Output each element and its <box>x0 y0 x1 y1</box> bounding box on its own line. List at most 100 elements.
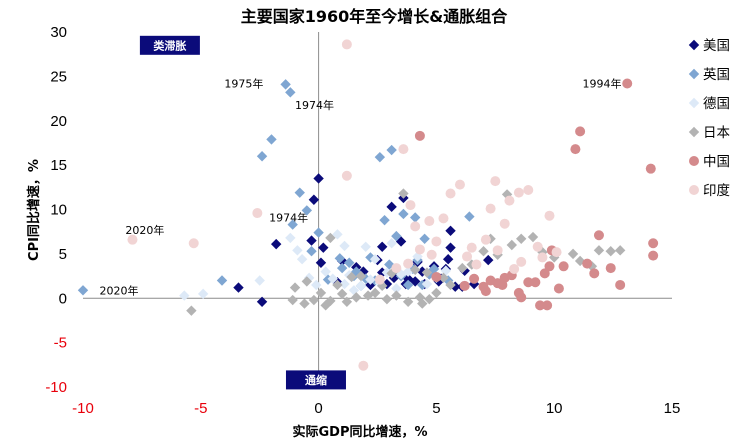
data-point <box>301 276 313 287</box>
data-point <box>306 235 317 246</box>
data-point <box>535 300 546 311</box>
x-axis-title: 实际GDP同比增速，% <box>292 424 427 440</box>
data-point <box>313 173 324 184</box>
data-point <box>332 229 343 240</box>
y-tick-label: 20 <box>50 113 67 130</box>
data-point <box>431 271 442 282</box>
data-point <box>570 144 581 155</box>
data-point <box>645 163 656 174</box>
data-point <box>266 134 277 145</box>
data-point <box>414 244 425 255</box>
data-point <box>252 208 263 219</box>
annotation-label: 2020年 <box>99 283 138 297</box>
data-point <box>431 236 442 247</box>
data-point <box>454 179 465 190</box>
annotation-label: 1974年 <box>269 210 308 224</box>
data-point <box>285 87 296 98</box>
legend-marker <box>689 185 699 195</box>
data-point <box>431 287 442 299</box>
data-point <box>287 219 298 230</box>
data-point <box>320 266 331 277</box>
data-point <box>325 295 336 307</box>
data-point <box>499 218 510 229</box>
data-point <box>381 293 393 305</box>
data-point <box>424 293 435 305</box>
data-point <box>485 203 496 214</box>
data-point <box>289 282 301 293</box>
data-point <box>318 242 329 253</box>
data-point <box>306 246 317 257</box>
quadrant-label-box <box>285 370 346 390</box>
data-point <box>567 248 579 260</box>
data-point <box>605 246 616 257</box>
data-point <box>336 288 348 300</box>
data-point <box>254 275 265 286</box>
data-point <box>492 245 503 256</box>
data-point <box>391 263 402 274</box>
annotation-label: 1974年 <box>295 98 334 112</box>
data-point <box>530 277 541 288</box>
data-point <box>360 241 371 252</box>
data-point <box>315 287 327 299</box>
data-point <box>358 360 369 371</box>
data-point <box>464 211 475 222</box>
data-point <box>462 251 473 262</box>
data-point <box>469 273 480 284</box>
data-point <box>442 254 454 265</box>
y-axis-title: CPI同比增速，% <box>26 159 42 261</box>
data-point <box>374 274 385 285</box>
annotation-label: 1994年 <box>582 76 621 90</box>
plot-area <box>83 32 672 387</box>
data-point <box>589 268 600 279</box>
data-point <box>582 258 593 269</box>
y-tick-label: 5 <box>59 246 67 263</box>
data-point <box>549 252 560 263</box>
data-point <box>341 296 353 307</box>
data-point <box>421 267 433 278</box>
data-point <box>315 257 327 268</box>
legend-label: 日本 <box>703 125 731 141</box>
quadrant-label-box <box>139 35 200 55</box>
data-point <box>506 239 517 251</box>
data-point <box>188 238 199 249</box>
data-point <box>593 230 604 241</box>
x-tick-label: -10 <box>72 400 94 417</box>
data-point <box>478 246 489 257</box>
series-日本 <box>186 188 626 316</box>
data-point <box>398 208 409 220</box>
data-point <box>424 216 435 227</box>
data-point <box>575 126 586 137</box>
data-point <box>197 288 209 300</box>
data-point <box>332 279 343 291</box>
data-point <box>445 279 456 291</box>
data-point <box>402 296 414 307</box>
data-point <box>285 232 296 244</box>
data-point <box>409 212 421 223</box>
quadrant-label: 通缩 <box>305 373 327 387</box>
data-point <box>471 259 482 270</box>
data-point <box>605 263 616 274</box>
data-point <box>419 233 430 244</box>
legend-label: 美国 <box>703 38 730 54</box>
legend-label: 中国 <box>703 154 730 170</box>
data-point <box>537 252 548 263</box>
data-point <box>459 280 470 291</box>
data-point <box>369 287 381 299</box>
data-point <box>537 246 548 258</box>
data-point <box>614 245 626 256</box>
data-point <box>445 225 456 236</box>
data-point <box>409 276 421 287</box>
data-point <box>391 283 402 294</box>
y-axis-ticks: -10 -5 0 5 10 15 20 25 30 <box>45 24 67 396</box>
data-point <box>339 278 350 290</box>
data-point <box>558 261 569 272</box>
data-point <box>341 170 352 181</box>
data-point <box>480 234 491 245</box>
data-point <box>346 271 357 283</box>
data-point <box>379 214 390 226</box>
y-tick-label: -5 <box>54 335 67 352</box>
legend-label: 德国 <box>703 96 730 112</box>
